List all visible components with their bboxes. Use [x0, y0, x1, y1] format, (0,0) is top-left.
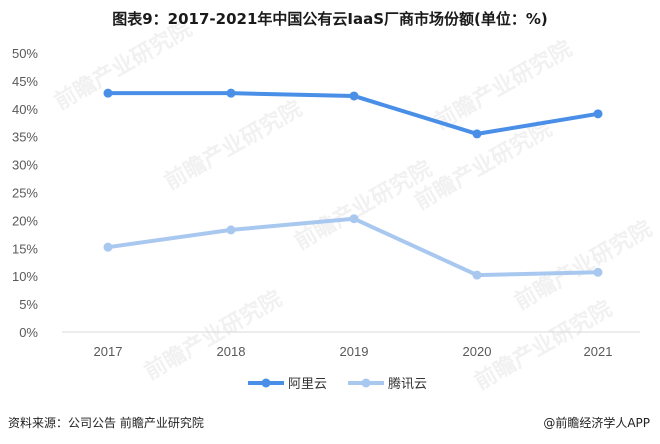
data-point [226, 225, 236, 235]
y-tick-label: 50% [12, 46, 38, 61]
source-note: 资料来源：公司公告 前瞻产业研究院 [8, 416, 204, 430]
watermark-text: 前瞻产业研究院 [140, 286, 286, 386]
y-tick-label: 0% [19, 325, 38, 340]
series-line [107, 216, 599, 278]
watermark-text: 前瞻产业研究院 [290, 156, 436, 256]
y-tick-label: 40% [12, 102, 38, 117]
credit-note: @前瞻经济学人APP [543, 416, 650, 430]
y-tick-label: 10% [12, 269, 38, 284]
series-group [103, 88, 603, 280]
watermark-text: 前瞻产业研究院 [160, 96, 306, 196]
y-axis: 0% 5% 10% 15% 20% 25% 30% 35% 40% 45% 50% [12, 46, 38, 340]
x-tick-label: 2021 [584, 344, 613, 359]
y-tick-label: 20% [12, 213, 38, 228]
data-point [103, 88, 113, 98]
watermark-text: 前瞻产业研究院 [510, 216, 656, 316]
watermark-text: 前瞻产业研究院 [50, 16, 196, 116]
x-tick-label: 2018 [217, 344, 246, 359]
legend-marker-icon [261, 378, 271, 388]
x-axis: 2017 2018 2019 2020 2021 [94, 344, 613, 359]
data-point [593, 109, 603, 119]
series-tencent [103, 214, 603, 280]
legend-item: 腾讯云 [348, 376, 427, 392]
legend-marker-icon [361, 378, 371, 388]
y-tick-label: 15% [12, 241, 38, 256]
chart-title: 图表9：2017-2021年中国公有云IaaS厂商市场份额(单位：%) [112, 10, 548, 28]
data-point [472, 129, 482, 139]
x-tick-label: 2020 [463, 344, 492, 359]
legend: 阿里云 腾讯云 [248, 376, 427, 392]
watermark-text: 前瞻产业研究院 [410, 116, 556, 216]
data-point [103, 242, 113, 252]
legend-label: 阿里云 [288, 377, 327, 392]
y-tick-label: 35% [12, 130, 38, 145]
data-point [349, 91, 359, 101]
y-tick-label: 30% [12, 158, 38, 173]
y-tick-label: 5% [19, 297, 38, 312]
series-aliyun [103, 88, 603, 139]
legend-item: 阿里云 [248, 377, 327, 392]
x-tick-label: 2017 [94, 344, 123, 359]
data-point [226, 88, 236, 98]
data-point [472, 270, 482, 280]
y-tick-label: 25% [12, 186, 38, 201]
y-tick-label: 45% [12, 74, 38, 89]
data-point [349, 214, 359, 224]
legend-label: 腾讯云 [388, 376, 427, 392]
x-tick-label: 2019 [340, 344, 369, 359]
data-point [593, 267, 603, 277]
